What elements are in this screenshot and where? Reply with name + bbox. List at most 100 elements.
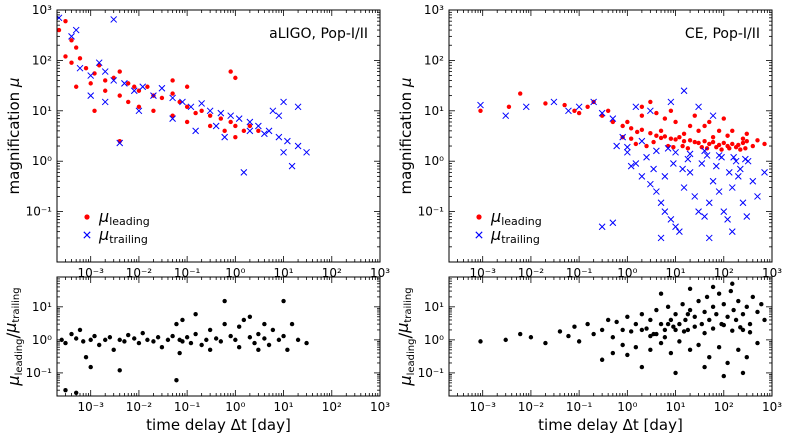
- data-point-trailing: [661, 208, 669, 215]
- y-tick-label: 10²: [424, 53, 444, 67]
- data-point-trailing: [623, 143, 631, 151]
- data-point-leading: [687, 138, 693, 143]
- data-point-trailing: [198, 100, 206, 107]
- data-point-leading: [744, 138, 749, 144]
- data-point-ratio: [180, 339, 185, 344]
- data-point-trailing: [227, 112, 235, 120]
- data-point-trailing: [275, 133, 283, 141]
- data-point-leading: [648, 99, 653, 105]
- data-point-trailing: [217, 109, 225, 117]
- data-point-ratio: [710, 326, 716, 331]
- data-point-trailing: [724, 216, 731, 223]
- data-point-trailing: [598, 223, 606, 231]
- x-tick-label: 10¹: [666, 400, 686, 414]
- data-point-ratio: [69, 331, 74, 337]
- data-point-trailing: [734, 173, 742, 180]
- data-point-leading: [762, 141, 767, 147]
- data-point-trailing: [632, 160, 640, 167]
- data-point-trailing: [653, 147, 660, 155]
- data-point-leading: [671, 144, 676, 150]
- data-point-leading: [88, 81, 93, 86]
- data-point-leading: [721, 140, 726, 146]
- data-point-ratio: [696, 298, 701, 304]
- data-point-leading: [207, 123, 213, 129]
- data-point-ratio: [654, 331, 659, 337]
- data-point-leading: [518, 91, 523, 96]
- data-point-trailing: [667, 98, 675, 106]
- data-point-leading: [170, 91, 175, 96]
- points-group: [477, 87, 768, 242]
- data-point-leading: [184, 119, 190, 125]
- plot-frame: [448, 9, 773, 263]
- data-point-trailing: [686, 150, 694, 158]
- data-point-leading: [654, 110, 659, 116]
- data-point-ratio: [572, 324, 577, 329]
- data-point-leading: [687, 123, 693, 129]
- data-point-ratio: [566, 333, 571, 339]
- data-point-ratio: [668, 317, 674, 323]
- data-point-ratio: [213, 336, 219, 341]
- data-point-leading: [218, 116, 224, 121]
- data-point-ratio: [184, 335, 190, 340]
- data-point-leading: [117, 69, 122, 74]
- data-point-ratio: [281, 298, 286, 304]
- data-point-trailing: [169, 115, 176, 122]
- data-point-trailing: [638, 173, 646, 180]
- data-point-leading: [719, 147, 724, 152]
- data-point-ratio: [107, 335, 113, 340]
- data-point-ratio: [478, 339, 483, 344]
- data-point-ratio: [295, 337, 301, 343]
- data-point-ratio: [671, 324, 676, 329]
- data-point-trailing: [72, 26, 80, 34]
- y-tick-label: 10⁻¹: [418, 366, 445, 380]
- data-point-ratio: [648, 347, 653, 353]
- data-point-ratio: [233, 337, 238, 343]
- data-point-ratio: [696, 342, 701, 348]
- data-point-leading: [605, 108, 611, 114]
- data-point-trailing: [676, 228, 683, 236]
- data-point-trailing: [303, 148, 310, 156]
- data-point-ratio: [599, 327, 605, 333]
- data-point-leading: [639, 127, 645, 132]
- data-point-leading: [628, 136, 634, 141]
- data-point-ratio: [228, 333, 233, 339]
- data-point-leading: [92, 108, 97, 114]
- data-point-ratio: [256, 347, 261, 353]
- data-point-trailing: [101, 98, 109, 106]
- data-point-trailing: [664, 144, 672, 152]
- data-point-trailing: [187, 103, 195, 111]
- data-point-ratio: [289, 321, 295, 327]
- data-point-ratio: [665, 304, 671, 310]
- data-point-ratio: [728, 288, 734, 294]
- data-point-ratio: [262, 336, 267, 341]
- data-point-ratio: [177, 350, 182, 356]
- data-point-ratio: [699, 321, 705, 327]
- data-point-trailing: [686, 169, 694, 176]
- data-point-ratio: [639, 327, 645, 333]
- plot-frame: [56, 276, 381, 397]
- data-point-ratio: [692, 324, 697, 329]
- data-point-ratio: [585, 321, 590, 327]
- data-point-leading: [662, 134, 668, 139]
- y-tick-label: 10¹: [424, 300, 444, 314]
- data-point-ratio: [639, 364, 645, 370]
- legend-marker-leading: [84, 214, 90, 220]
- data-point-leading: [633, 141, 639, 147]
- data-point-leading: [743, 146, 748, 151]
- data-point-ratio: [662, 327, 668, 333]
- data-point-trailing: [754, 193, 761, 200]
- data-point-ratio: [503, 337, 508, 343]
- data-point-ratio: [96, 342, 102, 348]
- data-point-leading: [199, 108, 204, 114]
- data-point-trailing: [477, 101, 484, 109]
- data-point-leading: [63, 54, 68, 59]
- data-point-ratio: [111, 347, 116, 353]
- data-point-leading: [681, 138, 687, 144]
- data-point-ratio: [687, 307, 693, 313]
- data-point-trailing: [653, 188, 660, 195]
- data-point-leading: [668, 108, 674, 114]
- data-point-trailing: [590, 98, 598, 106]
- y-axis-label: magnification μ: [397, 78, 415, 195]
- data-point-leading: [668, 136, 674, 141]
- data-point-ratio: [188, 340, 194, 346]
